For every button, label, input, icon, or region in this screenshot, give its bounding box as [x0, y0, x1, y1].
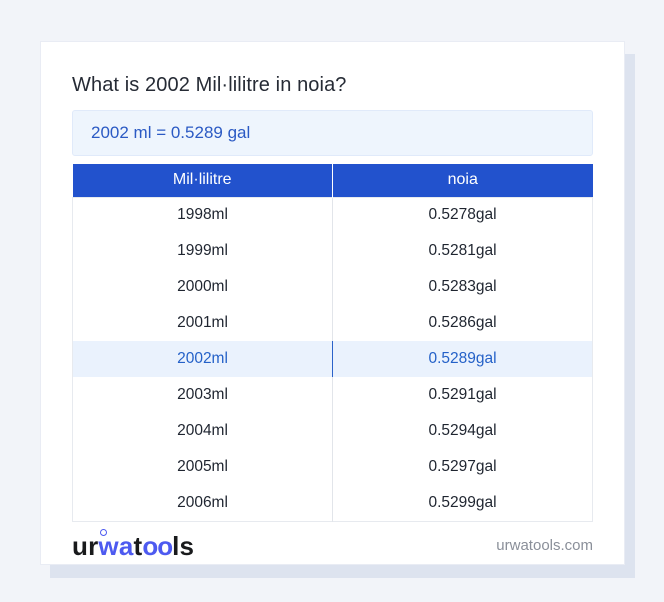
header-cell-millilitre: Mil·lilitre — [72, 164, 333, 197]
conversion-table-header: Mil·lilitre noia — [72, 164, 593, 197]
cell-millilitre-value: 2006ml — [72, 485, 333, 521]
header-row: Mil·lilitre noia — [72, 164, 593, 197]
logo-part-blue-wa: wa — [98, 528, 134, 561]
table-row: 2005ml 0.5297gal — [72, 449, 593, 485]
table-row: 2003ml 0.5291gal — [72, 377, 593, 413]
cell-noia-value: 0.5291gal — [332, 377, 593, 413]
cell-millilitre-value: 1999ml — [72, 233, 333, 269]
cell-millilitre-value: 2005ml — [72, 449, 333, 485]
cell-millilitre-value: 2001ml — [72, 305, 333, 341]
table-row: 2006ml 0.5299gal — [72, 485, 593, 521]
cell-noia-value: 0.5299gal — [332, 485, 593, 521]
cell-noia-value: 0.5294gal — [332, 413, 593, 449]
cell-millilitre-value: 1998ml — [72, 197, 333, 233]
card-footer: ur wa t oo ls urwatools.com — [72, 522, 593, 568]
logo-part-blue-oo: oo — [142, 530, 173, 561]
cell-millilitre-value: 2002ml — [72, 341, 333, 377]
page-title: What is 2002 Mil·lilitre in noia? — [72, 74, 347, 96]
table-row: 2000ml 0.5283gal — [72, 269, 593, 305]
cell-millilitre-value: 2003ml — [72, 377, 333, 413]
header-cell-noia: noia — [332, 164, 593, 197]
conversion-result-box: 2002 ml = 0.5289 gal — [72, 110, 593, 156]
cell-millilitre-value: 2000ml — [72, 269, 333, 305]
conversion-table-body: 1998ml 0.5278gal 1999ml 0.5281gal 2000ml… — [72, 197, 593, 521]
urwatools-logo: ur wa t oo ls — [72, 528, 195, 561]
conversion-result-text: 2002 ml = 0.5289 gal — [91, 123, 251, 142]
cell-noia-value: 0.5289gal — [332, 341, 593, 377]
table-row: 2001ml 0.5286gal — [72, 305, 593, 341]
table-row: 2002ml 0.5289gal — [72, 341, 593, 377]
cell-noia-value: 0.5281gal — [332, 233, 593, 269]
logo-part-dark-t: t — [133, 530, 143, 561]
cell-noia-value: 0.5297gal — [332, 449, 593, 485]
conversion-table: Mil·lilitre noia 1998ml 0.5278gal 1999ml… — [72, 164, 593, 522]
cell-noia-value: 0.5283gal — [332, 269, 593, 305]
table-row: 1998ml 0.5278gal — [72, 197, 593, 233]
cell-noia-value: 0.5286gal — [332, 305, 593, 341]
cell-noia-value: 0.5278gal — [332, 197, 593, 233]
cell-millilitre-value: 2004ml — [72, 413, 333, 449]
conversion-card: What is 2002 Mil·lilitre in noia? 2002 m… — [40, 41, 625, 565]
table-row: 1999ml 0.5281gal — [72, 233, 593, 269]
logo-part-dark: ur — [72, 530, 99, 561]
logo-part-dark-ls: ls — [172, 530, 195, 561]
table-row: 2004ml 0.5294gal — [72, 413, 593, 449]
website-url-text: urwatools.com — [496, 537, 593, 554]
